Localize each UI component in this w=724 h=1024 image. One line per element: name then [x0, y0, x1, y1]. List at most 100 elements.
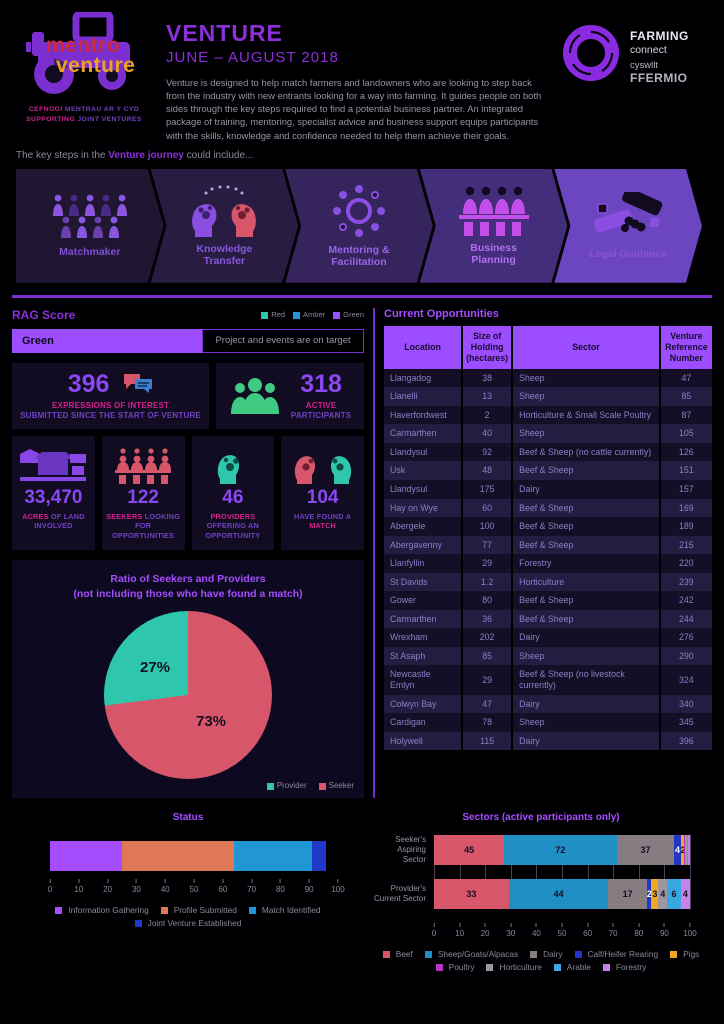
seekers-icon — [115, 447, 172, 484]
chat-bubbles-icon — [124, 374, 153, 394]
legend-item: Information Gathering — [55, 905, 149, 915]
rag-legend-red: Red — [261, 310, 285, 319]
left-column: RAG Score Red Amber Green Green Project … — [12, 298, 373, 799]
fc-line4: FFERMIO — [630, 70, 688, 85]
table-cell: 169 — [659, 498, 712, 518]
bar-segment: 45 — [434, 835, 505, 866]
gridline — [690, 835, 691, 910]
axis-tick: 100 — [683, 923, 697, 938]
bar-segment — [312, 841, 327, 872]
journey-step-knowledge-transfer: Knowledge Transfer — [151, 169, 299, 283]
swirl-icon — [563, 25, 619, 81]
table-cell: Beef & Sheep — [512, 517, 661, 536]
bar-segment: 33 — [434, 879, 509, 910]
table-cell: 87 — [659, 405, 712, 425]
table-cell: Llanelli — [384, 387, 464, 406]
legend-item: Match Identified — [248, 905, 321, 915]
table-cell: 126 — [659, 442, 712, 462]
pie-chart-card: Ratio of Seekers and Providers (not inclu… — [12, 560, 364, 799]
table-cell: Beef & Sheep (no cattle currently) — [512, 442, 661, 462]
bar-segment: 72 — [504, 835, 617, 866]
color-swatch — [602, 963, 610, 971]
table-cell: 2 — [462, 405, 514, 425]
header: mentro venture CEFNOGI MENTRAU AR Y CYD … — [0, 0, 724, 146]
table-cell: Holywell — [384, 731, 464, 751]
journey-step-label: Business Planning — [470, 241, 517, 266]
journey-intro-pre: The key steps in the — [16, 149, 109, 161]
legend-item: Seeker — [318, 781, 354, 790]
status-stacked-bar — [50, 841, 338, 872]
table-cell: 36 — [462, 609, 514, 629]
column-header: Sector — [512, 325, 661, 369]
bar-segment — [688, 835, 690, 866]
journey-step-mentoring: Mentoring & Facilitation — [285, 169, 433, 283]
farming-connect-logo: FARMING connect cyswllt FFERMIO — [560, 12, 710, 142]
pie-chart — [104, 611, 272, 780]
table-cell: 60 — [462, 498, 514, 518]
rag-legend-amber: Amber — [293, 310, 325, 319]
rag-description: Project and events are on target — [202, 328, 364, 353]
pie-chart-title: Ratio of Seekers and Providers (not inclu… — [73, 573, 303, 600]
axis-tick: 50 — [190, 879, 198, 894]
table-cell: 38 — [462, 368, 514, 388]
axis-tick: 10 — [74, 879, 83, 894]
table-cell: 396 — [659, 731, 712, 751]
table-cell: Carmarthen — [384, 609, 464, 629]
gridline — [638, 835, 640, 910]
gridline — [510, 835, 512, 910]
bar-segment — [122, 841, 235, 872]
sectors-gridlines — [434, 835, 691, 910]
axis-tick: 60 — [218, 879, 227, 894]
table-row: Newcastle Emlyn 29 Beef & Sheep (no livest… — [384, 665, 712, 695]
table-cell: Cardigan — [384, 713, 464, 732]
color-swatch — [574, 950, 582, 958]
business-planning-icon — [459, 186, 529, 236]
journey-intro-post: could include... — [183, 149, 254, 161]
bar-segment: 2 — [646, 879, 652, 910]
table-cell: Usk — [384, 461, 464, 481]
table-cell: 276 — [659, 628, 712, 647]
fc-line2: connect — [630, 43, 667, 56]
color-swatch — [530, 950, 538, 958]
bar-segment: 2 — [680, 835, 686, 866]
bar-segment: 6 — [667, 879, 681, 910]
color-swatch — [160, 906, 168, 914]
table-cell: 157 — [659, 480, 712, 499]
opportunities-title: Current Opportunities — [384, 307, 499, 320]
table-cell: Newcastle Emlyn — [384, 665, 464, 695]
gridline — [459, 835, 461, 910]
table-cell: Sheep — [512, 387, 661, 406]
table-cell: 242 — [659, 591, 712, 610]
axis-tick: 100 — [331, 879, 345, 894]
legend-item: Dairy — [530, 949, 563, 959]
table-cell: Beef & Sheep — [512, 498, 661, 518]
rag-legend-green: Green — [333, 310, 364, 319]
legend-item: Poultry — [435, 962, 474, 972]
stat-active-participants: 318 ACTIVE PARTICIPANTS — [216, 362, 364, 429]
table-cell: 151 — [659, 461, 712, 481]
knowledge-transfer-icon — [189, 185, 259, 237]
table-cell: 85 — [659, 387, 712, 406]
bar-segment — [686, 835, 689, 866]
pie-label-seeker: 73% — [196, 713, 227, 731]
table-cell: 13 — [462, 387, 514, 406]
axis-tick: 70 — [247, 879, 256, 894]
sector-bar-row: Provider's Current Sector 33 44 17 2 3 4 6 4 — [374, 879, 690, 910]
table-cell: Llandysul — [384, 442, 464, 462]
tractor-icon — [26, 10, 130, 94]
section-divider — [12, 294, 712, 298]
table-cell: 85 — [462, 646, 514, 666]
table-cell: 345 — [659, 713, 712, 732]
table-row: Carmarthen 36 Beef & Sheep 244 — [384, 609, 712, 629]
color-swatch — [134, 919, 142, 927]
axis-tick: 90 — [660, 923, 669, 938]
color-swatch — [248, 906, 256, 914]
stat-label-strong: ACTIVE — [305, 400, 337, 410]
bar-segment: 4 — [658, 879, 668, 910]
table-cell: 47 — [462, 694, 514, 714]
color-swatch — [553, 963, 561, 971]
journey-step-label: Mentoring & Facilitation — [328, 243, 390, 268]
color-swatch — [333, 311, 341, 319]
table-cell: 29 — [462, 554, 514, 573]
provider-head-icon — [217, 454, 239, 484]
